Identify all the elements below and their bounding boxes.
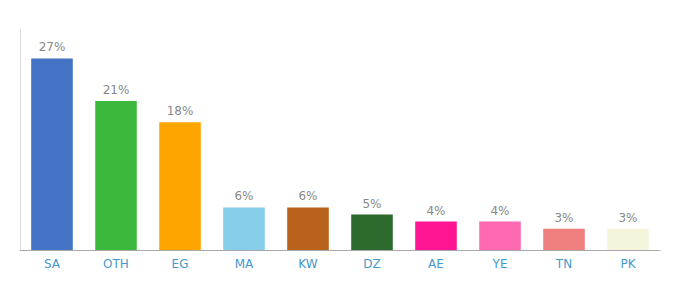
- svg-text:6%: 6%: [234, 189, 253, 203]
- svg-text:KW: KW: [298, 257, 317, 271]
- svg-text:YE: YE: [492, 257, 508, 271]
- svg-text:27%: 27%: [39, 40, 66, 54]
- svg-text:AE: AE: [428, 257, 444, 271]
- svg-text:EG: EG: [172, 257, 189, 271]
- svg-text:18%: 18%: [167, 104, 194, 118]
- svg-text:SA: SA: [44, 257, 61, 271]
- svg-text:OTH: OTH: [103, 257, 129, 271]
- svg-text:3%: 3%: [618, 211, 637, 225]
- svg-text:4%: 4%: [426, 204, 445, 218]
- svg-text:4%: 4%: [490, 204, 509, 218]
- svg-text:5%: 5%: [362, 197, 381, 211]
- svg-text:DZ: DZ: [363, 257, 380, 271]
- svg-text:TN: TN: [555, 257, 572, 271]
- svg-text:3%: 3%: [554, 211, 573, 225]
- svg-text:MA: MA: [235, 257, 254, 271]
- svg-text:21%: 21%: [103, 83, 130, 97]
- svg-text:PK: PK: [620, 257, 636, 271]
- svg-text:6%: 6%: [298, 189, 317, 203]
